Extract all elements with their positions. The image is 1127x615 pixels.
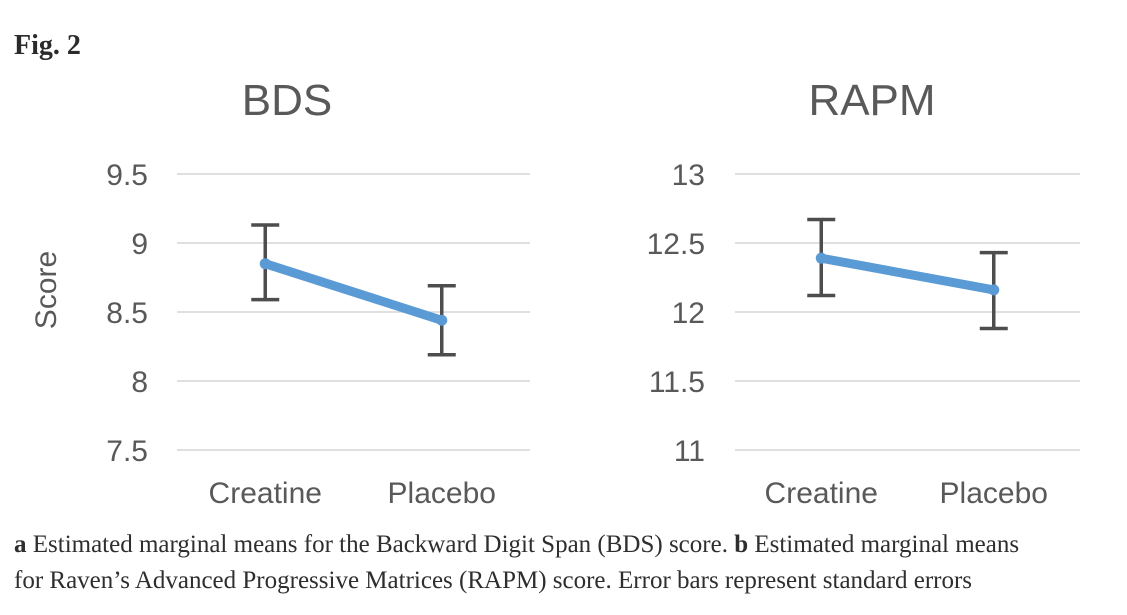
chart-rapm: 13 12.5 12 11.5 11 Creatine Placebo RAPM [647, 76, 1080, 510]
y-tick-label: 8.5 [106, 297, 148, 330]
data-point-marker [815, 252, 827, 264]
y-tick-label: 9 [131, 228, 148, 261]
series-line [816, 253, 999, 295]
caption-line: a Estimated marginal means for the Backw… [14, 527, 1120, 563]
y-tick-label: 13 [672, 159, 705, 192]
x-category-label: Creatine [209, 477, 322, 510]
caption-panel-letter: b [734, 531, 749, 558]
y-tick-label: 11.5 [649, 366, 705, 399]
x-category-label: Placebo [388, 477, 496, 510]
y-tick-label: 8 [131, 366, 148, 399]
data-point-marker [988, 284, 1000, 296]
x-category-label: Placebo [940, 477, 1048, 510]
caption-text: for Raven’s Advanced Progressive Matrice… [14, 567, 973, 594]
data-point-marker [259, 258, 271, 270]
caption-text: Estimated marginal means [748, 531, 1020, 558]
caption-line: for Raven’s Advanced Progressive Matrice… [14, 563, 1120, 599]
caption-panel-letter: a [14, 531, 27, 558]
chart-bds: 9.5 9 8.5 8 7.5 Creatine Placebo BDS Score [30, 76, 530, 510]
x-category-label: Creatine [765, 477, 878, 510]
y-tick-label: 12 [672, 297, 705, 330]
charts-canvas: 9.5 9 8.5 8 7.5 Creatine Placebo BDS Score 13 12.… [30, 76, 1080, 510]
data-point-marker [436, 314, 448, 326]
chart-title: BDS [242, 76, 332, 125]
y-axis-title: Score [30, 251, 63, 329]
figure-caption: a Estimated marginal means for the Backw… [14, 527, 1120, 599]
y-tick-label: 9.5 [106, 159, 148, 192]
series-line [260, 259, 447, 325]
y-tick-label: 11 [674, 435, 705, 468]
chart-title: RAPM [808, 76, 935, 125]
figure-label: Fig. 2 [14, 30, 81, 61]
y-tick-label: 12.5 [647, 228, 705, 261]
caption-text: Estimated marginal means for the Backwar… [26, 531, 735, 558]
y-tick-label: 7.5 [106, 435, 148, 468]
